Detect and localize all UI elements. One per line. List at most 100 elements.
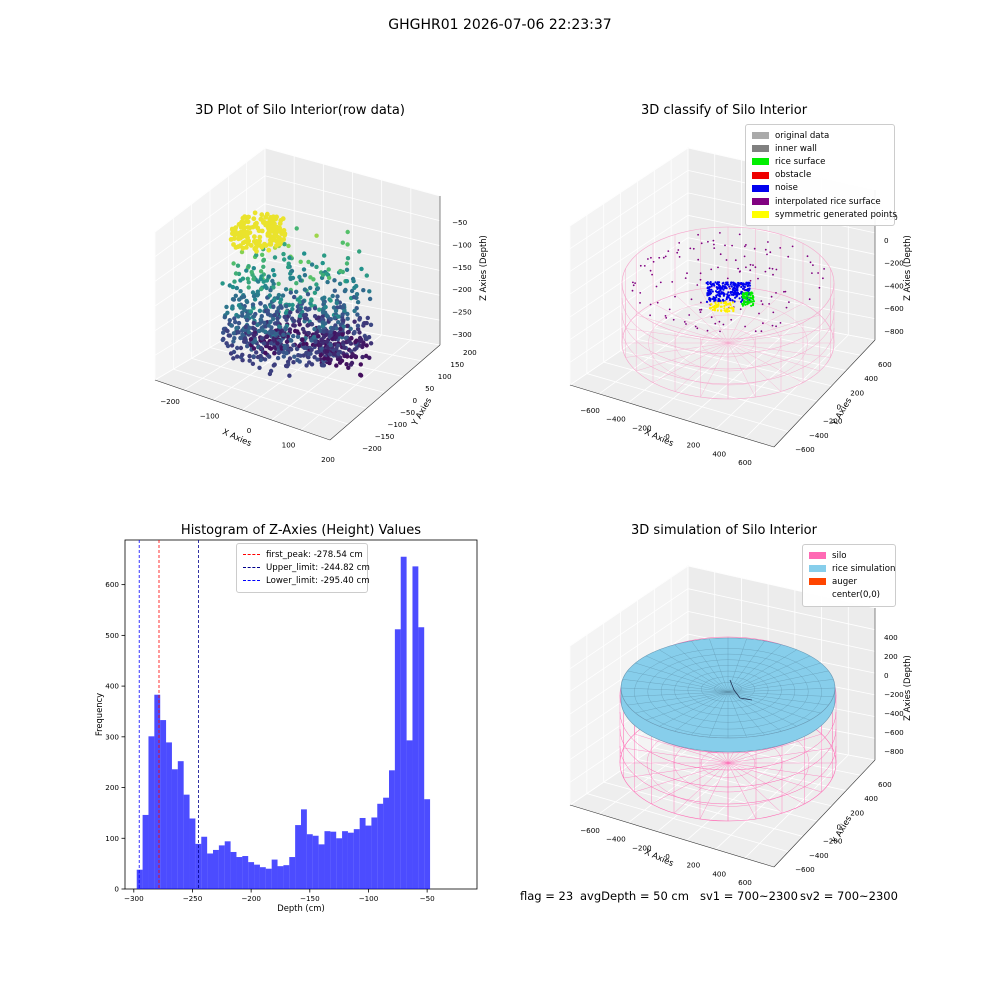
p2-rice-point [746, 295, 749, 298]
p2-noise-point [729, 299, 732, 302]
p2-noise-point [745, 293, 748, 296]
p1-point [276, 327, 281, 332]
histogram-bar [201, 836, 208, 889]
p1-point [255, 289, 260, 294]
p1-point [318, 357, 323, 362]
p1-point [362, 333, 367, 339]
p2-symmetric-point [723, 302, 726, 305]
p1-point [287, 356, 293, 361]
p1-point [246, 280, 251, 285]
p1-point [243, 233, 249, 239]
p1-point [231, 236, 237, 242]
p1-y-tick-label: −50 [400, 408, 416, 417]
p1-point [320, 331, 325, 336]
p1-point [301, 344, 307, 349]
p1-point [241, 225, 247, 231]
p2-noise-point [712, 283, 715, 286]
p1-point [273, 216, 278, 222]
p1-point [304, 346, 310, 351]
p1-point [333, 314, 339, 319]
figure-title: GHGHR01 2026-07-06 22:23:37 [388, 17, 612, 33]
p2-z-tick-label: −800 [884, 327, 904, 336]
p2-noise-point [729, 297, 732, 301]
histogram-bar [365, 825, 372, 889]
p2-noise-point [720, 287, 723, 290]
p1-point [309, 336, 315, 342]
p1-point [268, 234, 274, 240]
p2-interpolated-point [770, 295, 773, 298]
p1-point [244, 327, 249, 332]
p1-point [367, 296, 373, 302]
p2-noise-point [736, 289, 739, 292]
p2-symmetric-point [715, 306, 718, 309]
p2-interpolated-point [712, 239, 715, 242]
p1-point [245, 323, 250, 329]
p1-point [285, 347, 290, 352]
p1-point [320, 307, 325, 312]
p1-point [298, 299, 303, 305]
p2-interpolated-point [754, 330, 757, 333]
legend-label: obstacle [775, 170, 812, 181]
p2-noise-point [710, 285, 713, 288]
p1-point [353, 354, 359, 359]
legend-swatch [752, 184, 769, 192]
p1-point [318, 328, 324, 333]
p1-point [239, 295, 244, 300]
p1-point [336, 351, 341, 356]
p2-noise-point [720, 291, 723, 294]
p4-silo-wireframe [619, 636, 837, 822]
p2-noise-point [713, 297, 716, 300]
p1-point [276, 330, 281, 336]
p2-symmetric-point [726, 308, 729, 311]
p1-point [260, 349, 266, 355]
legend-swatch [809, 592, 826, 599]
p1-point [291, 333, 296, 339]
p1-point [303, 316, 308, 321]
p2-noise-point [733, 283, 737, 286]
p1-point [287, 373, 292, 378]
p2-noise-point [744, 300, 747, 303]
p1-point [244, 238, 250, 244]
p1-point [312, 337, 317, 342]
p2-rice-point [743, 296, 746, 299]
p2-interpolated-point [713, 243, 715, 246]
p2-symmetric-point [732, 306, 735, 310]
p2-noise-point [733, 293, 736, 296]
p2-symmetric-point [716, 303, 719, 307]
p2-noise-point [708, 293, 712, 296]
p2-noise-point [726, 296, 729, 299]
p1-point [277, 241, 283, 246]
p1-point [311, 334, 317, 340]
p1-point [285, 308, 290, 313]
p2-noise-point [734, 292, 737, 295]
p2-noise-point [748, 293, 751, 296]
p1-point [272, 313, 277, 318]
p2-noise-point [736, 294, 739, 297]
p2-interpolated-point [676, 251, 679, 254]
p2-symmetric-point [716, 305, 719, 308]
p2-noise-point [733, 287, 736, 290]
p2-noise-point [726, 296, 729, 299]
p2-noise-point [718, 292, 722, 295]
p2-interpolated-point [639, 264, 642, 267]
p2-interpolated-point [806, 255, 809, 258]
p1-point [258, 216, 264, 222]
p1-point [333, 350, 338, 355]
p2-noise-point [742, 292, 746, 295]
simulation-legend: silo rice simulation auger center(0,0) [802, 544, 896, 607]
p1-point [316, 325, 322, 330]
p2-interpolated-point [739, 308, 742, 311]
p1-point [324, 350, 329, 356]
p1-point [232, 232, 238, 238]
p1-point [225, 310, 230, 315]
p1-point [238, 289, 243, 294]
p2-interpolated-point [822, 277, 824, 280]
p1-point [231, 356, 236, 361]
p1-point [263, 330, 268, 335]
p1-point [318, 353, 323, 358]
p1-point [333, 312, 338, 317]
p1-point [302, 319, 307, 324]
p1-point [314, 233, 319, 238]
p1-point [285, 314, 290, 320]
p1-point [306, 259, 311, 265]
